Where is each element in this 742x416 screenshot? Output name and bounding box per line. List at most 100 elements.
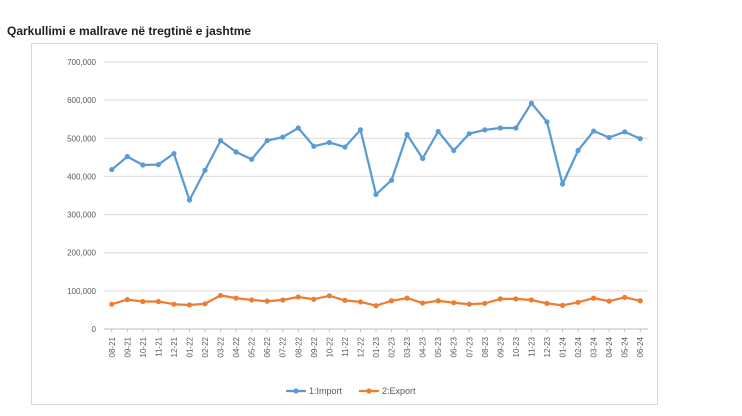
x-tick-label: 05-22 bbox=[248, 336, 257, 357]
data-point bbox=[140, 162, 146, 168]
x-tick-label: 11-21 bbox=[154, 336, 163, 356]
legend-marker bbox=[366, 388, 372, 394]
data-point bbox=[124, 153, 130, 160]
data-point bbox=[373, 303, 379, 309]
data-point bbox=[544, 119, 550, 125]
x-tick-label: 10-21 bbox=[139, 336, 148, 357]
data-point bbox=[140, 298, 146, 305]
x-tick-label: 01-23 bbox=[372, 336, 381, 357]
x-tick-label: 09-21 bbox=[123, 336, 132, 357]
data-point bbox=[591, 295, 597, 301]
data-point bbox=[388, 298, 395, 304]
series-2 bbox=[109, 292, 643, 309]
x-tick-label: 07-22 bbox=[279, 336, 288, 357]
x-tick-label: 03-22 bbox=[217, 336, 226, 357]
x-tick-label: 08-23 bbox=[481, 336, 490, 357]
x-tick-label: 03-23 bbox=[403, 336, 412, 357]
data-point bbox=[466, 301, 472, 307]
x-tick-label: 08-22 bbox=[294, 336, 303, 357]
data-point bbox=[559, 302, 566, 308]
data-point bbox=[233, 149, 239, 155]
data-point bbox=[186, 302, 193, 308]
x-tick-label: 12-22 bbox=[356, 336, 365, 357]
data-point bbox=[637, 136, 643, 142]
x-tick-label: 07-23 bbox=[465, 336, 474, 357]
data-point bbox=[497, 296, 503, 302]
y-tick-label: 400,000 bbox=[67, 172, 96, 181]
x-tick-label: 12-23 bbox=[543, 336, 552, 357]
y-tick-label: 0 bbox=[92, 325, 97, 334]
x-tick-label: 12-21 bbox=[170, 336, 179, 357]
x-tick-label: 08-21 bbox=[108, 336, 117, 357]
data-point bbox=[559, 181, 566, 187]
data-point bbox=[513, 296, 519, 302]
data-point bbox=[622, 294, 628, 300]
data-point bbox=[202, 301, 208, 307]
x-tick-label: 01-22 bbox=[185, 336, 194, 357]
data-point bbox=[575, 147, 581, 154]
data-point bbox=[435, 128, 441, 135]
x-tick-label: 06-22 bbox=[263, 336, 272, 357]
x-tick-label: 11-22 bbox=[341, 336, 350, 356]
data-point bbox=[217, 292, 224, 299]
data-point bbox=[249, 297, 255, 303]
legend-item: 1:Import bbox=[286, 386, 343, 396]
x-tick-label: 11-23 bbox=[527, 336, 536, 356]
data-point bbox=[264, 137, 270, 144]
x-tick-label: 05-24 bbox=[621, 336, 630, 357]
x-tick-label: 02-24 bbox=[574, 336, 583, 357]
y-tick-label: 600,000 bbox=[67, 96, 96, 105]
legend-label: 1:Import bbox=[309, 386, 343, 396]
data-point bbox=[311, 143, 317, 149]
data-point bbox=[217, 137, 224, 144]
data-point bbox=[311, 296, 317, 302]
x-tick-label: 09-22 bbox=[310, 336, 319, 357]
data-point bbox=[342, 144, 348, 150]
data-point bbox=[357, 127, 364, 133]
data-point bbox=[544, 300, 550, 307]
x-tick-label: 05-23 bbox=[434, 336, 443, 357]
x-tick-label: 04-24 bbox=[605, 336, 614, 357]
data-point bbox=[124, 297, 130, 303]
data-point bbox=[404, 131, 410, 138]
data-point bbox=[482, 300, 488, 307]
legend-marker bbox=[293, 388, 299, 394]
x-tick-label: 06-23 bbox=[450, 336, 459, 357]
x-tick-label: 04-22 bbox=[232, 336, 241, 357]
data-point bbox=[109, 166, 115, 173]
data-point bbox=[513, 125, 519, 131]
data-point bbox=[466, 131, 472, 137]
data-point bbox=[186, 197, 193, 203]
data-point bbox=[373, 191, 379, 197]
chart-title: Qarkullimi e mallrave në tregtinë e jash… bbox=[7, 24, 252, 38]
data-point bbox=[326, 139, 332, 146]
data-point bbox=[171, 301, 177, 307]
data-point bbox=[357, 299, 364, 305]
data-point bbox=[591, 128, 597, 134]
data-point bbox=[202, 167, 208, 173]
data-point bbox=[233, 295, 239, 301]
data-point bbox=[249, 156, 255, 162]
data-point bbox=[482, 127, 488, 133]
data-point bbox=[155, 298, 161, 305]
data-point bbox=[280, 297, 286, 303]
x-tick-label: 02-23 bbox=[388, 336, 397, 357]
data-point bbox=[420, 300, 426, 306]
x-tick-label: 03-24 bbox=[590, 336, 599, 357]
data-point bbox=[295, 125, 301, 131]
x-tick-label: 02-22 bbox=[201, 336, 210, 357]
data-point bbox=[497, 125, 503, 131]
data-point bbox=[155, 162, 161, 168]
data-point bbox=[295, 294, 301, 300]
data-point bbox=[528, 100, 535, 106]
chart-area bbox=[31, 43, 658, 405]
y-tick-label: 100,000 bbox=[67, 287, 96, 296]
data-point bbox=[622, 129, 628, 135]
data-point bbox=[528, 297, 535, 303]
data-point bbox=[637, 298, 643, 304]
data-point bbox=[109, 301, 115, 307]
data-point bbox=[451, 147, 457, 154]
y-tick-label: 700,000 bbox=[67, 58, 96, 67]
data-point bbox=[606, 298, 612, 304]
